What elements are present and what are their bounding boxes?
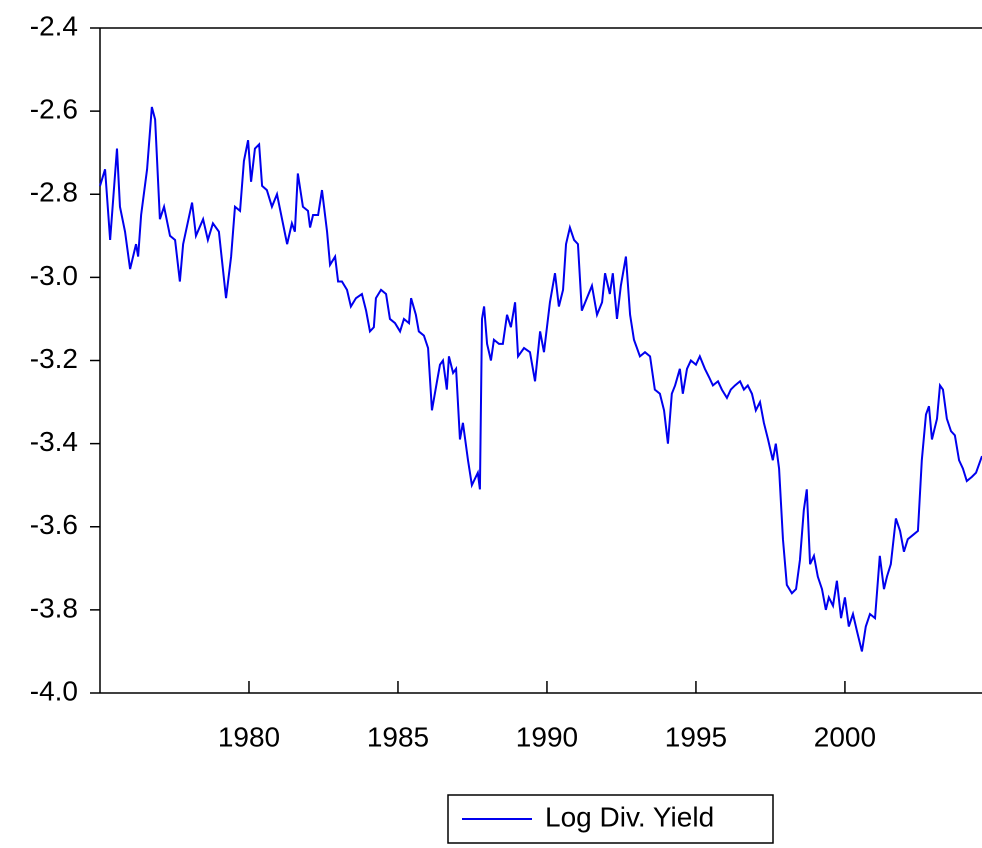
x-tick-label: 1995 (665, 721, 727, 752)
y-tick-label: -3.0 (30, 260, 78, 291)
data-line (99, 106, 982, 652)
y-tick-label: -3.8 (30, 592, 78, 623)
y-tick-label: -3.2 (30, 343, 78, 374)
legend-label: Log Div. Yield (545, 801, 714, 832)
y-tick-label: -2.6 (30, 94, 78, 125)
x-tick-label: 1990 (516, 721, 578, 752)
y-tick-label: -4.0 (30, 675, 78, 706)
y-tick-label: -2.8 (30, 177, 78, 208)
x-tick-label: 2000 (814, 721, 876, 752)
x-tick-label: 1985 (367, 721, 429, 752)
y-tick-label: -3.4 (30, 426, 78, 457)
x-tick-label: 1980 (218, 721, 280, 752)
y-tick-label: -2.4 (30, 10, 78, 41)
y-tick-label: -3.6 (30, 509, 78, 540)
